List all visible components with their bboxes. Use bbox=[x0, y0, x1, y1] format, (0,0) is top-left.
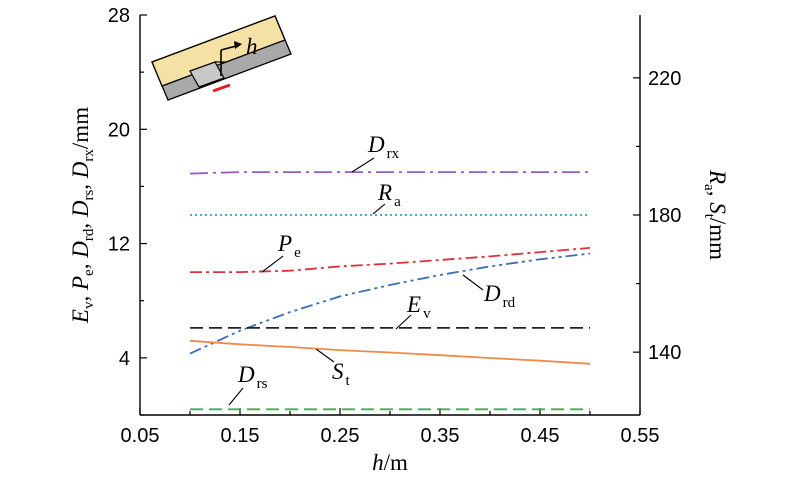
y-right-tick-label: 140 bbox=[648, 342, 681, 364]
series-label-symbol: D bbox=[483, 281, 501, 306]
series-label-leader bbox=[351, 157, 375, 173]
x-tick-label: 0.45 bbox=[521, 425, 560, 447]
axis-title-subscript: rx bbox=[81, 149, 97, 162]
x-axis-title: h/m bbox=[372, 450, 408, 475]
axis-title-subscript: v bbox=[81, 301, 97, 309]
series-label-symbol: P bbox=[277, 231, 292, 256]
inset-diagram: h bbox=[151, 15, 292, 101]
series-label-leader bbox=[462, 274, 484, 291]
series-layer bbox=[189, 171, 591, 411]
series-label-subscript: rs bbox=[257, 376, 268, 392]
series-label-subscript: rx bbox=[387, 146, 400, 162]
series-label-leader bbox=[315, 348, 335, 363]
x-tick-label: 0.05 bbox=[121, 425, 160, 447]
axis-title-subscript: rd bbox=[81, 228, 97, 241]
series-label-subscript: e bbox=[294, 245, 301, 261]
series-line-drd bbox=[189, 252, 591, 355]
series-label-symbol: S bbox=[332, 359, 344, 384]
series-label-subscript: rd bbox=[503, 295, 516, 311]
x-axis-title-unit: /m bbox=[384, 450, 408, 475]
y-left-tick-label: 28 bbox=[108, 5, 130, 27]
axis-title-symbol: E bbox=[68, 309, 93, 324]
inset-arrow-head bbox=[234, 41, 242, 49]
axis-title-subscript: e bbox=[81, 269, 97, 276]
series-label-subscript: t bbox=[346, 373, 351, 389]
axis-title-separator: , bbox=[705, 191, 730, 203]
series-label-symbol: E bbox=[406, 292, 421, 317]
inset-block bbox=[151, 15, 286, 87]
axis-title-symbol: R bbox=[705, 169, 730, 184]
axis-title-separator: , bbox=[68, 217, 93, 229]
series-line-pe bbox=[190, 247, 591, 274]
axis-title-subscript: t bbox=[701, 214, 717, 219]
x-tick-label: 0.15 bbox=[221, 425, 260, 447]
series-line-drx bbox=[189, 171, 590, 175]
inset-accent bbox=[212, 83, 231, 93]
x-axis-title-symbol: h bbox=[372, 450, 384, 475]
axis-title-separator: /mm bbox=[68, 107, 93, 149]
x-tick-label: 0.55 bbox=[621, 425, 660, 447]
axis-title-separator: , bbox=[68, 290, 93, 302]
axis-title-symbol: D bbox=[68, 241, 93, 259]
series-label-leader bbox=[228, 387, 244, 406]
inset-step bbox=[189, 61, 225, 88]
axis-title-symbol: P bbox=[68, 276, 93, 291]
axis-title-separator: , bbox=[68, 258, 93, 270]
axis-title-separator: , bbox=[68, 178, 93, 190]
y-axis-right-title: Ra, St/mm bbox=[701, 169, 730, 260]
inset-label: h bbox=[246, 34, 258, 59]
y-right-tick-label: 220 bbox=[648, 68, 681, 90]
x-tick-label: 0.35 bbox=[421, 425, 460, 447]
axes: 0.05 0.15 0.25 0.35 0.45 0.55 4 12 20 28 140 180 220… bbox=[68, 5, 730, 475]
y-right-tick-label: 180 bbox=[648, 205, 681, 227]
axis-title-subscript: a bbox=[701, 184, 717, 191]
series-label-symbol: R bbox=[377, 180, 392, 205]
axis-title-symbol: S bbox=[705, 202, 730, 214]
series-label-subscript: v bbox=[423, 306, 431, 322]
series-label-subscript: a bbox=[394, 194, 401, 210]
y-left-tick-label: 20 bbox=[108, 119, 130, 141]
series-label-symbol: D bbox=[237, 362, 255, 387]
series-label-leader bbox=[261, 255, 284, 273]
series-label-leader bbox=[395, 314, 412, 330]
series-line-st bbox=[189, 339, 591, 365]
series-label-symbol: D bbox=[367, 132, 385, 157]
y-left-tick-label: 4 bbox=[119, 348, 130, 370]
y-left-tick-label: 12 bbox=[108, 234, 130, 256]
axis-title-separator: /mm bbox=[705, 218, 730, 260]
y-axis-left-title: Ev, Pe, Drd, Drs, Drx/mm bbox=[68, 107, 97, 324]
axis-title-symbol: D bbox=[68, 200, 93, 218]
axis-title-symbol: D bbox=[68, 161, 93, 179]
x-tick-label: 0.25 bbox=[321, 425, 360, 447]
series-label-leader bbox=[372, 203, 386, 215]
axis-title-subscript: rs bbox=[81, 190, 97, 201]
